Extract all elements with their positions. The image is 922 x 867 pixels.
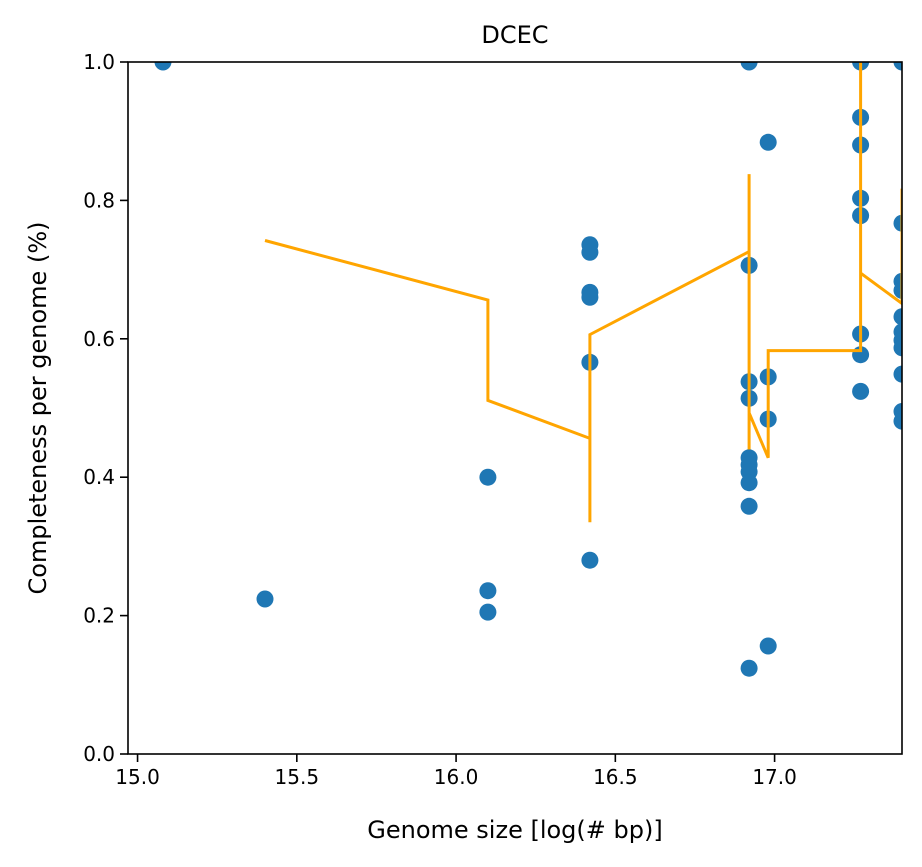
y-tick-label: 0.0 <box>83 742 115 766</box>
scatter-point <box>759 637 777 655</box>
y-tick-label: 0.8 <box>83 188 115 212</box>
scatter-point <box>893 412 902 430</box>
x-tick-label: 17.0 <box>752 765 797 789</box>
scatter-point <box>581 288 599 306</box>
scatter-point <box>256 590 274 608</box>
scatter-point <box>154 62 172 71</box>
plot-area <box>154 62 902 677</box>
y-axis: 0.0 0.2 0.4 0.6 0.8 1.0 <box>83 50 128 766</box>
scatter-point <box>893 308 902 326</box>
scatter-point <box>740 474 758 492</box>
scatter-point <box>893 281 902 299</box>
scatter-point <box>581 243 599 261</box>
scatter-point <box>581 551 599 569</box>
scatter-point <box>479 603 497 621</box>
scatter-point <box>852 382 870 400</box>
y-tick-label: 0.2 <box>83 604 115 628</box>
y-tick-label: 1.0 <box>83 50 115 74</box>
scatter-point <box>893 365 902 383</box>
trend-line <box>264 62 902 523</box>
x-tick-label: 16.5 <box>593 765 638 789</box>
y-tick-label: 0.6 <box>83 327 115 351</box>
chart-title: DCEC <box>481 21 548 49</box>
y-tick-label: 0.4 <box>83 465 115 489</box>
x-axis: 15.0 15.5 16.0 16.5 17.0 <box>115 754 797 789</box>
scatter-point <box>479 468 497 486</box>
scatter-point <box>893 339 902 357</box>
x-tick-label: 15.0 <box>115 765 160 789</box>
scatter-point <box>893 62 902 71</box>
scatter-point <box>759 133 777 151</box>
scatter-point <box>479 582 497 600</box>
scatter-point <box>740 497 758 515</box>
y-axis-title: Completeness per genome (%) <box>24 222 52 595</box>
x-tick-label: 16.0 <box>434 765 479 789</box>
scatter-point <box>740 659 758 677</box>
scatter-point <box>893 214 902 232</box>
x-tick-label: 15.5 <box>275 765 320 789</box>
x-axis-title: Genome size [log(# bp)] <box>367 816 662 844</box>
plot-frame <box>127 61 903 755</box>
scatter-point <box>740 62 758 71</box>
